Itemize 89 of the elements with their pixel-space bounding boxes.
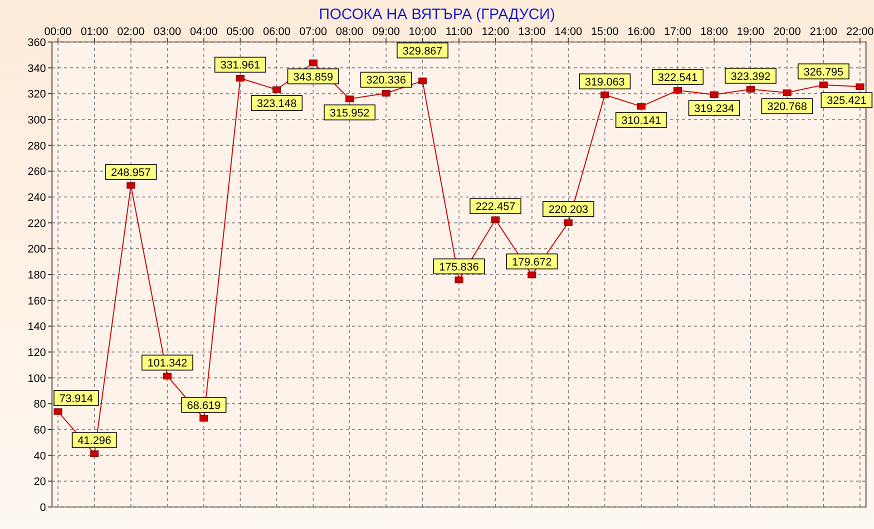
point bbox=[236, 74, 245, 82]
x-tick-label: 00:00 bbox=[44, 26, 72, 38]
point bbox=[528, 272, 536, 278]
x-tick-label: 17:00 bbox=[664, 26, 692, 38]
x-tick-label: 06:00 bbox=[262, 26, 290, 38]
data-label: 343.859 bbox=[293, 71, 334, 84]
point bbox=[126, 182, 136, 189]
x-tick-label: 20:00 bbox=[773, 26, 801, 38]
point bbox=[454, 276, 464, 284]
x-tick-label: 10:00 bbox=[408, 26, 436, 38]
y-tick-label: 320 bbox=[28, 88, 46, 101]
data-label: 175.836 bbox=[439, 261, 479, 274]
data-label: 315.952 bbox=[330, 107, 370, 120]
y-tick-label: 160 bbox=[28, 295, 46, 308]
point bbox=[272, 86, 281, 93]
y-tick-label: 80 bbox=[34, 398, 46, 411]
point bbox=[54, 408, 62, 415]
x-tick-label: 13:00 bbox=[518, 26, 546, 38]
point bbox=[418, 78, 427, 84]
data-label: 101.342 bbox=[147, 358, 188, 370]
x-tick-label: 21:00 bbox=[810, 26, 838, 38]
data-label: 248.957 bbox=[111, 166, 151, 179]
point bbox=[345, 96, 354, 102]
x-tick-label: 04:00 bbox=[190, 26, 218, 38]
x-tick-label: 05:00 bbox=[226, 26, 254, 38]
x-tick-label: 18:00 bbox=[700, 26, 728, 38]
x-tick-label: 22:00 bbox=[846, 26, 874, 38]
point bbox=[637, 103, 646, 110]
data-label: 68.619 bbox=[186, 400, 221, 412]
point bbox=[746, 86, 755, 93]
data-label: 323.392 bbox=[730, 70, 771, 83]
x-tick-label: 16:00 bbox=[628, 26, 656, 38]
point bbox=[673, 87, 682, 94]
point bbox=[90, 450, 99, 457]
point bbox=[600, 92, 610, 98]
x-tick-label: 02:00 bbox=[117, 26, 145, 38]
point bbox=[782, 89, 792, 96]
y-tick-label: 340 bbox=[28, 62, 46, 75]
x-tick-label: 03:00 bbox=[154, 26, 182, 38]
y-tick-label: 120 bbox=[28, 347, 46, 359]
y-tick-label: 20 bbox=[34, 476, 46, 488]
y-tick-label: 300 bbox=[28, 114, 46, 126]
point bbox=[491, 216, 500, 223]
x-tick-label: 08:00 bbox=[336, 26, 364, 38]
point bbox=[710, 91, 718, 98]
y-tick-label: 220 bbox=[28, 218, 46, 230]
point bbox=[163, 372, 172, 380]
data-label: 320.336 bbox=[366, 74, 406, 87]
point bbox=[308, 60, 318, 66]
point bbox=[200, 415, 208, 422]
data-label: 179.672 bbox=[512, 256, 552, 268]
x-tick-label: 14:00 bbox=[554, 26, 582, 38]
point bbox=[382, 90, 390, 96]
y-tick-label: 280 bbox=[28, 140, 46, 152]
x-tick-label: 15:00 bbox=[591, 26, 619, 38]
x-tick-label: 19:00 bbox=[736, 26, 764, 38]
data-label: 331.961 bbox=[220, 60, 260, 72]
data-label: 222.457 bbox=[476, 201, 516, 214]
data-label: 325.421 bbox=[826, 95, 866, 108]
x-tick-label: 01:00 bbox=[80, 26, 108, 38]
y-tick-label: 0 bbox=[40, 502, 46, 514]
point bbox=[819, 82, 828, 88]
point bbox=[856, 83, 864, 90]
data-label: 326.795 bbox=[804, 66, 844, 78]
point bbox=[564, 219, 573, 226]
data-label: 310.141 bbox=[621, 114, 662, 127]
data-label: 322.541 bbox=[658, 72, 698, 84]
data-label: 319.063 bbox=[584, 76, 625, 88]
data-label: 320.768 bbox=[767, 101, 807, 114]
y-tick-label: 40 bbox=[34, 450, 46, 462]
y-tick-label: 240 bbox=[28, 192, 46, 204]
y-tick-label: 260 bbox=[28, 166, 46, 178]
x-tick-label: 11:00 bbox=[446, 26, 472, 38]
y-tick-label: 140 bbox=[28, 321, 46, 334]
data-label: 319.234 bbox=[694, 103, 734, 116]
y-tick-label: 100 bbox=[28, 372, 46, 385]
data-label: 73.914 bbox=[59, 393, 94, 406]
data-label: 41.296 bbox=[78, 435, 112, 448]
data-label: 329.867 bbox=[402, 45, 442, 58]
y-tick-label: 200 bbox=[28, 244, 46, 256]
x-tick-label: 12:00 bbox=[482, 26, 510, 38]
y-tick-label: 60 bbox=[34, 424, 46, 436]
data-label: 220.203 bbox=[548, 204, 588, 216]
y-tick-label: 180 bbox=[28, 270, 46, 282]
y-tick-label: 360 bbox=[28, 37, 46, 49]
x-tick-label: 07:00 bbox=[299, 26, 327, 38]
data-label: 323.148 bbox=[256, 98, 297, 110]
x-tick-label: 09:00 bbox=[372, 26, 400, 38]
chart-title: ПОСОКА НА ВЯТЪРА (ГРАДУСИ) bbox=[318, 6, 556, 23]
